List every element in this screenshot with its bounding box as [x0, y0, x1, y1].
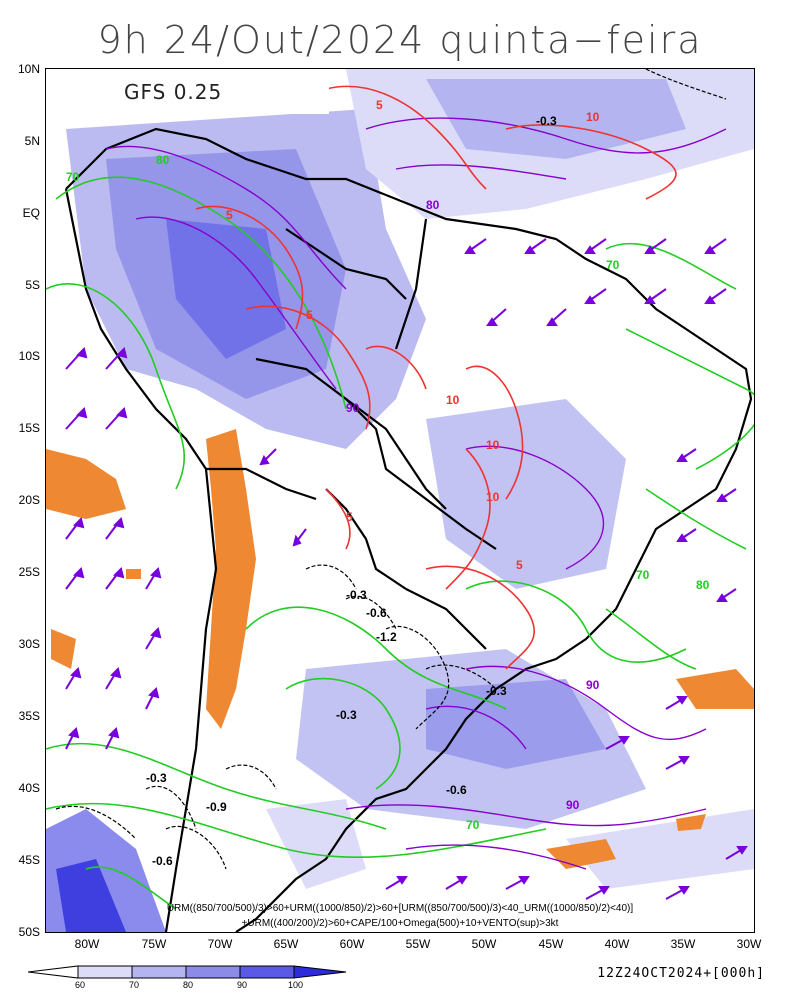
- lon-label: 30W: [736, 937, 762, 951]
- lon-label: 35W: [670, 937, 696, 951]
- omega-label: -0.6: [152, 854, 173, 868]
- lat-label: 10N: [17, 62, 40, 76]
- cape-label: 10: [486, 490, 500, 504]
- lon-label: 80W: [74, 937, 100, 951]
- lat-label: 45S: [18, 853, 40, 867]
- lat-label: 10S: [18, 349, 40, 363]
- formula-line-2: +URM((400/200)/2)>60+CAPE/100+Omega(500)…: [241, 918, 559, 929]
- colorbar-swatch: [185, 965, 241, 979]
- colorbar-label: 80: [183, 980, 194, 990]
- humidity-shading: [46, 69, 754, 932]
- omega-label: -0.3: [346, 588, 367, 602]
- colorbar-label: 100: [288, 980, 304, 990]
- humidity-colorbar: [28, 965, 347, 979]
- humidity-label: 70: [606, 258, 620, 272]
- cape-label: 5: [226, 208, 233, 222]
- lat-label: 5N: [24, 134, 40, 148]
- cape-label: 5: [516, 558, 523, 572]
- forecast-timestamp: 12Z24OCT2024+[000h]: [597, 966, 765, 981]
- omega-label: -0.6: [446, 783, 467, 797]
- lon-label: 60W: [339, 937, 365, 951]
- lon-label: 65W: [273, 937, 299, 951]
- omega-label: -0.3: [486, 684, 507, 698]
- lat-label: 25S: [18, 565, 40, 579]
- wind-arrows: [65, 238, 748, 900]
- humidity-label: 90: [566, 798, 580, 812]
- colorbar-swatch: [293, 965, 347, 979]
- cape-label: 10: [446, 393, 460, 407]
- omega-label: -0.9: [206, 800, 227, 814]
- colorbar-label: 60: [75, 980, 86, 990]
- map-canvas: 70 80 70 70 80 70 90 90 80 90 5 10 15 5 …: [46, 69, 754, 932]
- omega-contours: [55, 69, 727, 870]
- humidity-label: 90: [346, 401, 360, 415]
- humidity-label: 70: [66, 170, 80, 184]
- humidity-label: 70: [466, 818, 480, 832]
- dry-areas: [46, 429, 754, 869]
- weather-map: 70 80 70 70 80 70 90 90 80 90 5 10 15 5 …: [45, 68, 755, 933]
- humidity-label: 90: [586, 678, 600, 692]
- lon-label: 75W: [141, 937, 167, 951]
- lon-label: 55W: [405, 937, 431, 951]
- colorbar-label: 70: [129, 980, 140, 990]
- omega-label: -0.3: [336, 708, 357, 722]
- cape-label: 10: [486, 438, 500, 452]
- lat-label: 15S: [18, 421, 40, 435]
- humidity-label: 80: [696, 578, 710, 592]
- lon-label: 45W: [538, 937, 564, 951]
- coastlines-borders: [64, 127, 753, 932]
- lat-label: EQ: [22, 206, 40, 220]
- omega-label: -1.2: [376, 630, 397, 644]
- lat-label: 35S: [18, 709, 40, 723]
- map-title: 9h 24/Out/2024 quinta−feira: [97, 18, 703, 62]
- colorbar-label: 90: [237, 980, 248, 990]
- humidity-contours: [46, 176, 754, 910]
- lon-label: 50W: [471, 937, 497, 951]
- lon-label: 40W: [604, 937, 630, 951]
- cape-contours: [195, 85, 677, 670]
- contour-labels: 70 80 70 70 80 70 90 90 80 90 5 10 15 5 …: [66, 98, 710, 868]
- cape-label: 10: [586, 110, 600, 124]
- lon-label: 70W: [207, 937, 233, 951]
- colorbar-swatch: [77, 965, 133, 979]
- humidity-label: 70: [636, 568, 650, 582]
- lat-label: 20S: [18, 493, 40, 507]
- omega-label: -0.6: [366, 606, 387, 620]
- cape-label: 5: [306, 308, 313, 322]
- model-label: GFS 0.25: [46, 69, 329, 114]
- lat-label: 50S: [18, 925, 40, 939]
- omega-label: -0.3: [536, 114, 557, 128]
- colorbar-swatch: [131, 965, 187, 979]
- lat-label: 30S: [18, 637, 40, 651]
- lat-label: 40S: [18, 781, 40, 795]
- omega-label: -0.3: [146, 771, 167, 785]
- humidity-label: 80: [156, 153, 170, 167]
- colorbar-swatch: [239, 965, 295, 979]
- lat-label: 5S: [25, 278, 40, 292]
- cape-label: 5: [346, 510, 353, 524]
- humidity-label: 80: [426, 198, 440, 212]
- cape-label: 5: [376, 98, 383, 112]
- formula-line-1: URM((850/700/500)/3)>60+URM((1000/850)/2…: [166, 903, 634, 914]
